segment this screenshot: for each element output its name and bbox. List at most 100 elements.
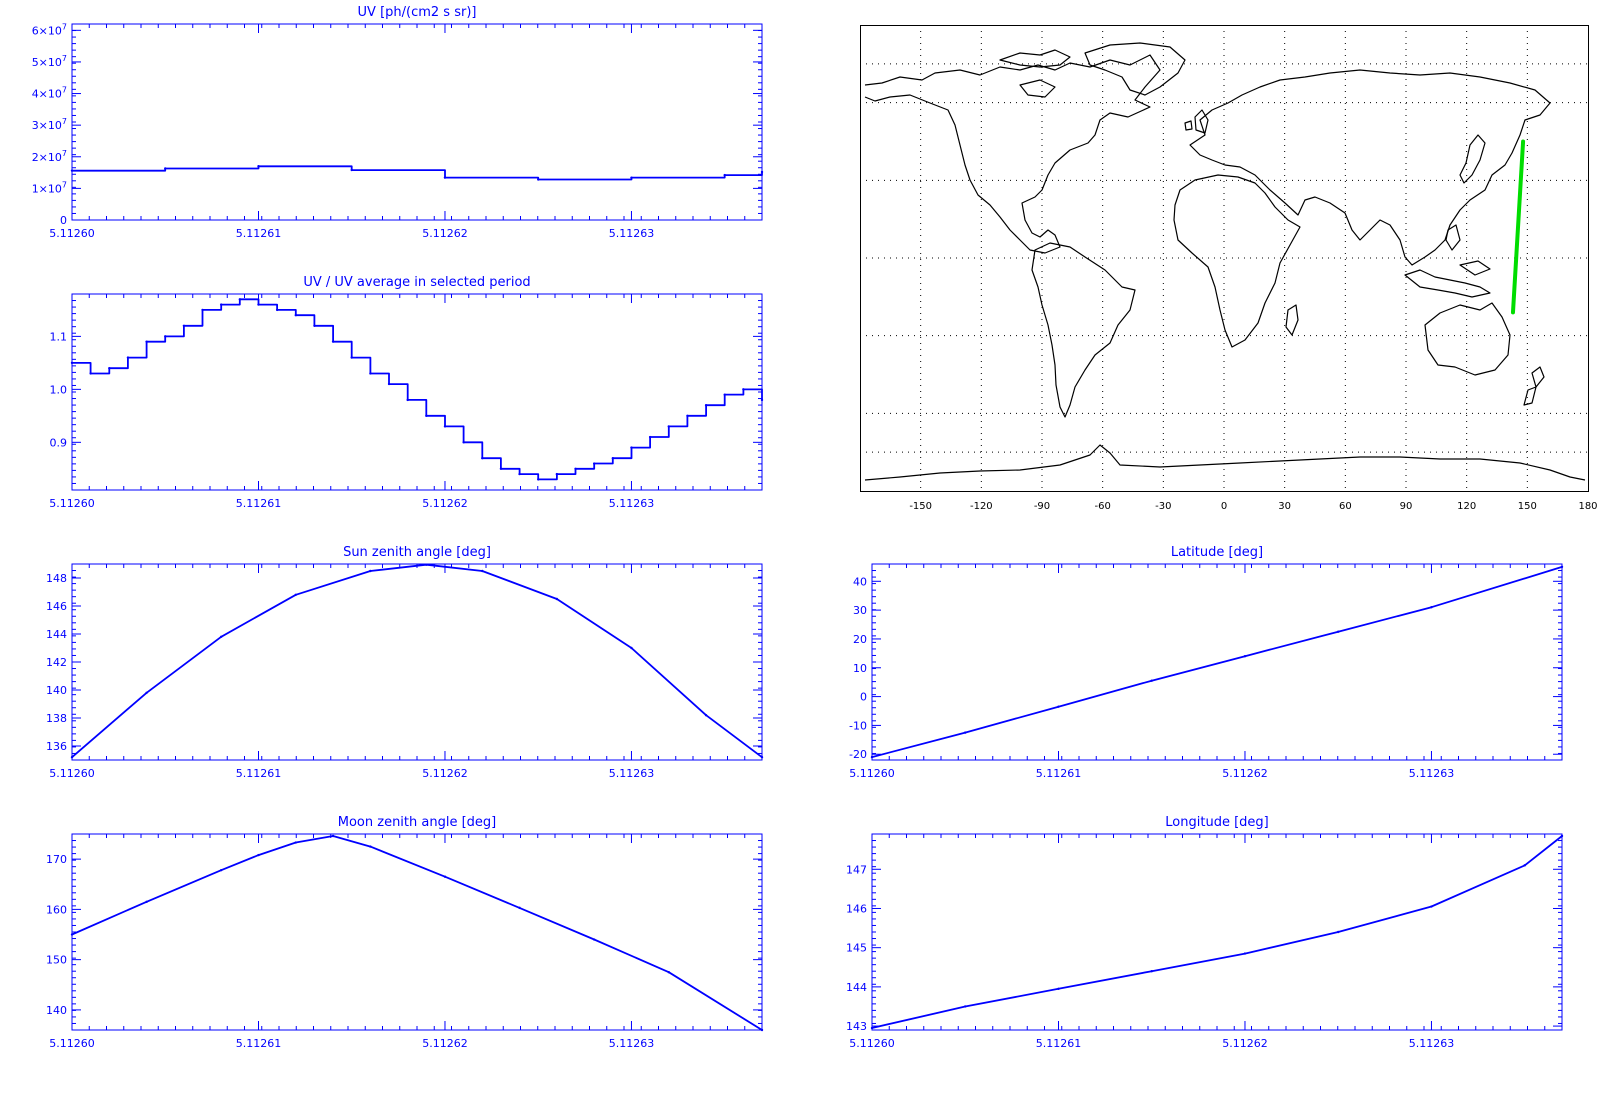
y-tick-label: 1×107 bbox=[32, 180, 67, 195]
x-tick-label: 5.11260 bbox=[849, 767, 895, 780]
x-tick-label: 5.11261 bbox=[236, 1037, 282, 1050]
data-point bbox=[462, 441, 465, 444]
data-point bbox=[126, 356, 130, 359]
x-tick-label: 5.11260 bbox=[49, 767, 95, 780]
data-point bbox=[238, 298, 242, 301]
data-point bbox=[1057, 987, 1060, 991]
coastline-antarctica bbox=[864, 444, 1586, 481]
data-point bbox=[760, 398, 764, 402]
y-tick-label: 20 bbox=[853, 633, 867, 646]
data-point bbox=[518, 472, 521, 476]
y-tick-mantissa: 3×10 bbox=[32, 119, 62, 132]
map-lon-tick-label: -60 bbox=[1094, 501, 1110, 512]
x-tick-label: 5.11262 bbox=[1222, 1037, 1268, 1050]
data-point bbox=[145, 900, 148, 904]
data-point bbox=[964, 731, 967, 734]
y-tick-mantissa: 6×10 bbox=[32, 24, 62, 37]
chart-title: UV / UV average in selected period bbox=[303, 275, 530, 290]
plot-frame bbox=[71, 293, 763, 491]
data-point bbox=[89, 372, 92, 375]
y-tick-exponent: 7 bbox=[62, 149, 67, 158]
y-tick-label: 136 bbox=[46, 740, 67, 753]
map-lon-tick-label: 0 bbox=[1221, 501, 1227, 512]
y-tick-mantissa: 5×10 bbox=[32, 56, 62, 69]
y-tick-label: 142 bbox=[46, 656, 67, 669]
data-point bbox=[1560, 834, 1564, 838]
data-point bbox=[870, 755, 874, 759]
x-tick-label: 5.11263 bbox=[609, 227, 655, 240]
data-point bbox=[667, 425, 670, 428]
coastline-japan bbox=[1459, 134, 1486, 184]
x-tick-label: 5.11263 bbox=[609, 497, 655, 510]
data-point bbox=[1337, 930, 1340, 934]
data-point bbox=[1560, 565, 1564, 569]
x-tick-label: 5.11260 bbox=[49, 497, 95, 510]
y-tick-label: 140 bbox=[46, 684, 67, 697]
data-point bbox=[219, 868, 223, 872]
y-tick-label: 144 bbox=[846, 981, 867, 994]
data-series-line bbox=[871, 835, 1563, 1029]
data-point bbox=[1150, 679, 1153, 682]
data-point bbox=[537, 178, 540, 181]
data-point bbox=[219, 635, 223, 638]
data-point bbox=[294, 593, 297, 596]
y-tick-label: 160 bbox=[46, 903, 67, 916]
y-tick-exponent: 7 bbox=[62, 180, 67, 189]
data-point bbox=[481, 457, 484, 460]
y-tick-label: 146 bbox=[846, 902, 867, 915]
data-point bbox=[294, 313, 297, 317]
chart-title: Longitude [deg] bbox=[1165, 815, 1268, 830]
map-lon-tick-label: 60 bbox=[1339, 501, 1352, 512]
data-point bbox=[555, 597, 559, 601]
data-point bbox=[760, 170, 764, 174]
x-tick-label: 5.11263 bbox=[1409, 1037, 1455, 1050]
uv-chart-panel: UV [ph/(cm2 s sr)] 5.11260 5.11261 5.11262 5… bbox=[0, 0, 790, 270]
data-point bbox=[443, 176, 447, 179]
x-tick-label: 5.11263 bbox=[609, 767, 655, 780]
y-tick-exponent: 7 bbox=[62, 22, 67, 31]
x-tick-label: 5.11262 bbox=[422, 767, 468, 780]
data-point bbox=[164, 335, 167, 338]
data-point bbox=[870, 1026, 874, 1030]
data-point bbox=[425, 563, 428, 566]
data-point bbox=[1430, 905, 1433, 908]
data-point bbox=[630, 646, 633, 650]
data-point bbox=[387, 382, 391, 386]
y-tick-label: 145 bbox=[846, 942, 867, 955]
longitude-chart: Longitude [deg] 5.11260 5.11261 5.11262 5.11… bbox=[846, 815, 1564, 1050]
y-tick-label: 143 bbox=[846, 1020, 867, 1033]
y-tick-label: 138 bbox=[46, 712, 67, 725]
data-point bbox=[443, 875, 447, 878]
y-tick-exponent: 7 bbox=[62, 54, 67, 63]
x-tick-label: 5.11262 bbox=[422, 1037, 468, 1050]
data-point bbox=[257, 853, 260, 857]
y-tick-label: 170 bbox=[46, 853, 67, 866]
coastline-south-america bbox=[1031, 242, 1136, 418]
y-tick-label: -20 bbox=[849, 748, 867, 761]
data-series-line bbox=[71, 835, 763, 1031]
uv-ratio-chart-panel: UV / UV average in selected period 5.1126… bbox=[0, 270, 790, 540]
data-point bbox=[704, 404, 708, 407]
coastline-eurasia bbox=[1189, 69, 1551, 266]
plot-frame bbox=[871, 833, 1563, 1031]
latitude-chart: Latitude [deg] 5.11260 5.11261 5.11262 5.112… bbox=[849, 545, 1564, 780]
y-tick-mantissa: 2×10 bbox=[32, 151, 62, 164]
data-point bbox=[108, 366, 111, 370]
sun-zenith-chart-panel: Sun zenith angle [deg] 5.11260 5.11261 5.11… bbox=[0, 540, 790, 810]
map-lon-tick-label: 150 bbox=[1518, 501, 1537, 512]
data-point bbox=[686, 414, 689, 418]
data-point bbox=[145, 691, 148, 694]
plot-frame bbox=[71, 563, 763, 761]
y-tick-label: 3×107 bbox=[32, 117, 67, 132]
chart-title: Moon zenith angle [deg] bbox=[338, 815, 496, 830]
chart-title: Latitude [deg] bbox=[1171, 545, 1263, 560]
x-tick-label: 5.11261 bbox=[236, 767, 282, 780]
data-point bbox=[611, 457, 615, 460]
data-series-line bbox=[72, 165, 763, 181]
uv-chart: UV [ph/(cm2 s sr)] 5.11260 5.11261 5.11262 5… bbox=[32, 5, 764, 240]
data-point bbox=[537, 478, 540, 481]
y-tick-label: 10 bbox=[853, 662, 867, 675]
data-point bbox=[481, 569, 484, 573]
x-tick-label: 5.11261 bbox=[1036, 1037, 1082, 1050]
y-tick-label: 148 bbox=[46, 572, 67, 585]
